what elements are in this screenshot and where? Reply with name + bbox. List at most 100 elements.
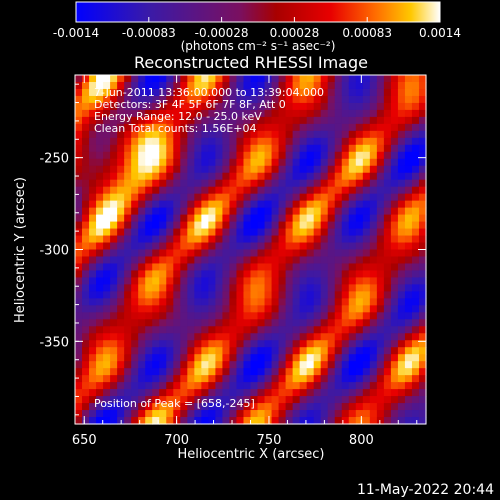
heatmap-cell	[313, 151, 322, 160]
heatmap-cell	[369, 200, 378, 209]
heatmap-cell	[145, 347, 153, 355]
heatmap-cell	[411, 207, 420, 216]
heatmap-cell	[376, 81, 385, 90]
heatmap-cell	[257, 333, 266, 341]
heatmap-cell	[271, 389, 280, 397]
heatmap-cell	[313, 88, 322, 97]
heatmap-cell	[82, 417, 90, 425]
heatmap-cell	[138, 144, 146, 153]
heatmap-cell	[418, 172, 427, 181]
heatmap-cell	[341, 242, 350, 251]
heatmap-cell	[117, 81, 125, 90]
heatmap-cell	[348, 151, 357, 160]
heatmap-cell	[397, 151, 406, 160]
heatmap-cell	[285, 298, 294, 306]
heatmap-cell	[306, 75, 315, 83]
heatmap-cell	[166, 361, 174, 369]
colorbar-unit-label: (photons cm⁻² s⁻¹ asec⁻²)	[181, 39, 336, 53]
heatmap-cell	[222, 256, 231, 265]
heatmap-cell	[285, 410, 294, 418]
heatmap-cell	[131, 319, 139, 327]
heatmap-cell	[159, 382, 167, 390]
heatmap-cell	[376, 375, 385, 383]
heatmap-cell	[257, 382, 266, 390]
heatmap-cell	[362, 221, 371, 230]
heatmap-cell	[166, 221, 174, 230]
heatmap-cell	[173, 179, 181, 188]
heatmap-cell	[411, 123, 420, 132]
heatmap-cell	[222, 403, 231, 411]
heatmap-cell	[194, 151, 202, 160]
heatmap-cell	[187, 151, 195, 160]
heatmap-cell	[96, 284, 104, 292]
heatmap-cell	[390, 109, 399, 118]
heatmap-cell	[131, 144, 139, 153]
heatmap-cell	[341, 396, 350, 404]
heatmap-cell	[173, 340, 181, 348]
heatmap-cell	[250, 95, 259, 104]
heatmap-cell	[257, 144, 266, 153]
heatmap-cell	[194, 179, 202, 188]
heatmap-cell	[334, 270, 343, 279]
heatmap-cell	[285, 151, 294, 160]
heatmap-cell	[383, 382, 392, 390]
heatmap-cell	[166, 144, 174, 153]
heatmap-cell	[362, 235, 371, 244]
heatmap-cell	[390, 144, 399, 153]
heatmap-cell	[320, 137, 329, 146]
heatmap-cell	[278, 354, 287, 362]
heatmap-cell	[131, 88, 139, 97]
heatmap-cell	[89, 137, 97, 146]
heatmap-cell	[82, 200, 90, 209]
heatmap-cell	[194, 333, 202, 341]
heatmap-cell	[250, 410, 259, 418]
heatmap-cell	[229, 417, 238, 425]
heatmap-cell	[201, 368, 209, 376]
heatmap-cell	[341, 417, 350, 425]
heatmap-cell	[355, 137, 364, 146]
heatmap-cell	[404, 158, 413, 167]
heatmap-cell	[131, 368, 139, 376]
heatmap-cell	[208, 116, 216, 125]
heatmap-cell	[397, 95, 406, 104]
heatmap-cell	[208, 228, 216, 237]
heatmap-cell	[306, 347, 315, 355]
heatmap-cell	[75, 137, 83, 146]
heatmap-cell	[96, 116, 104, 125]
heatmap-cell	[369, 368, 378, 376]
heatmap-cell	[89, 340, 97, 348]
heatmap-cell	[271, 88, 280, 97]
heatmap-cell	[411, 116, 420, 125]
heatmap-cell	[243, 207, 252, 216]
heatmap-cell	[292, 179, 301, 188]
heatmap-cell	[383, 102, 392, 111]
heatmap-cell	[208, 151, 216, 160]
heatmap-cell	[194, 165, 202, 174]
heatmap-cell	[250, 263, 259, 272]
heatmap-cell	[320, 340, 329, 348]
heatmap-cell	[397, 172, 406, 181]
heatmap-cell	[208, 193, 216, 202]
heatmap-cell	[131, 305, 139, 313]
heatmap-cell	[299, 214, 308, 223]
heatmap-cell	[82, 130, 90, 139]
heatmap-cell	[236, 179, 245, 188]
heatmap-cell	[166, 326, 174, 334]
heatmap-cell	[166, 389, 174, 397]
heatmap-cell	[327, 270, 336, 279]
heatmap-cell	[334, 249, 343, 258]
heatmap-cell	[404, 228, 413, 237]
heatmap-cell	[208, 172, 216, 181]
heatmap-cell	[131, 263, 139, 272]
heatmap-cell	[180, 116, 188, 125]
heatmap-cell	[194, 270, 202, 279]
heatmap-cell	[187, 340, 195, 348]
heatmap-cell	[341, 158, 350, 167]
heatmap-cell	[355, 389, 364, 397]
heatmap-cell	[75, 214, 83, 223]
heatmap-cell	[271, 158, 280, 167]
heatmap-cell	[299, 368, 308, 376]
heatmap-cell	[334, 396, 343, 404]
heatmap-cell	[243, 88, 252, 97]
heatmap-cell	[152, 403, 160, 411]
